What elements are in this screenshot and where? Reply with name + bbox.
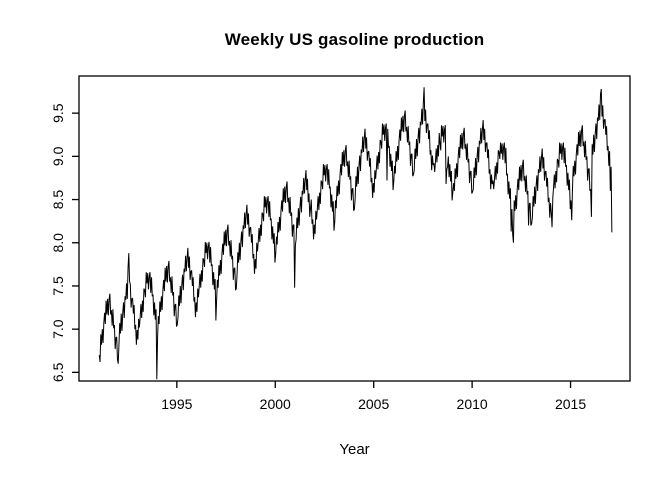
y-axis-tick-label: 6.5 <box>50 362 66 382</box>
y-axis-tick-label: 9.5 <box>50 103 66 123</box>
y-axis-tick-label: 8.5 <box>50 190 66 210</box>
x-axis-tick-label: 2000 <box>260 396 291 412</box>
x-axis-tick-label: 1995 <box>161 396 192 412</box>
y-axis-tick-label: 8.0 <box>50 233 66 253</box>
x-axis-tick-label: 2010 <box>457 396 488 412</box>
x-axis-tick-label: 2015 <box>555 396 586 412</box>
x-axis-tick-label: 2005 <box>358 396 389 412</box>
y-axis-tick-label: 9.0 <box>50 146 66 166</box>
series-line <box>98 87 613 380</box>
x-axis-label: Year <box>339 441 370 458</box>
chart-title: Weekly US gasoline production <box>224 30 485 49</box>
y-axis-tick-label: 7.5 <box>50 276 66 296</box>
y-axis-tick-label: 7.0 <box>50 319 66 339</box>
plot-box <box>78 75 631 382</box>
